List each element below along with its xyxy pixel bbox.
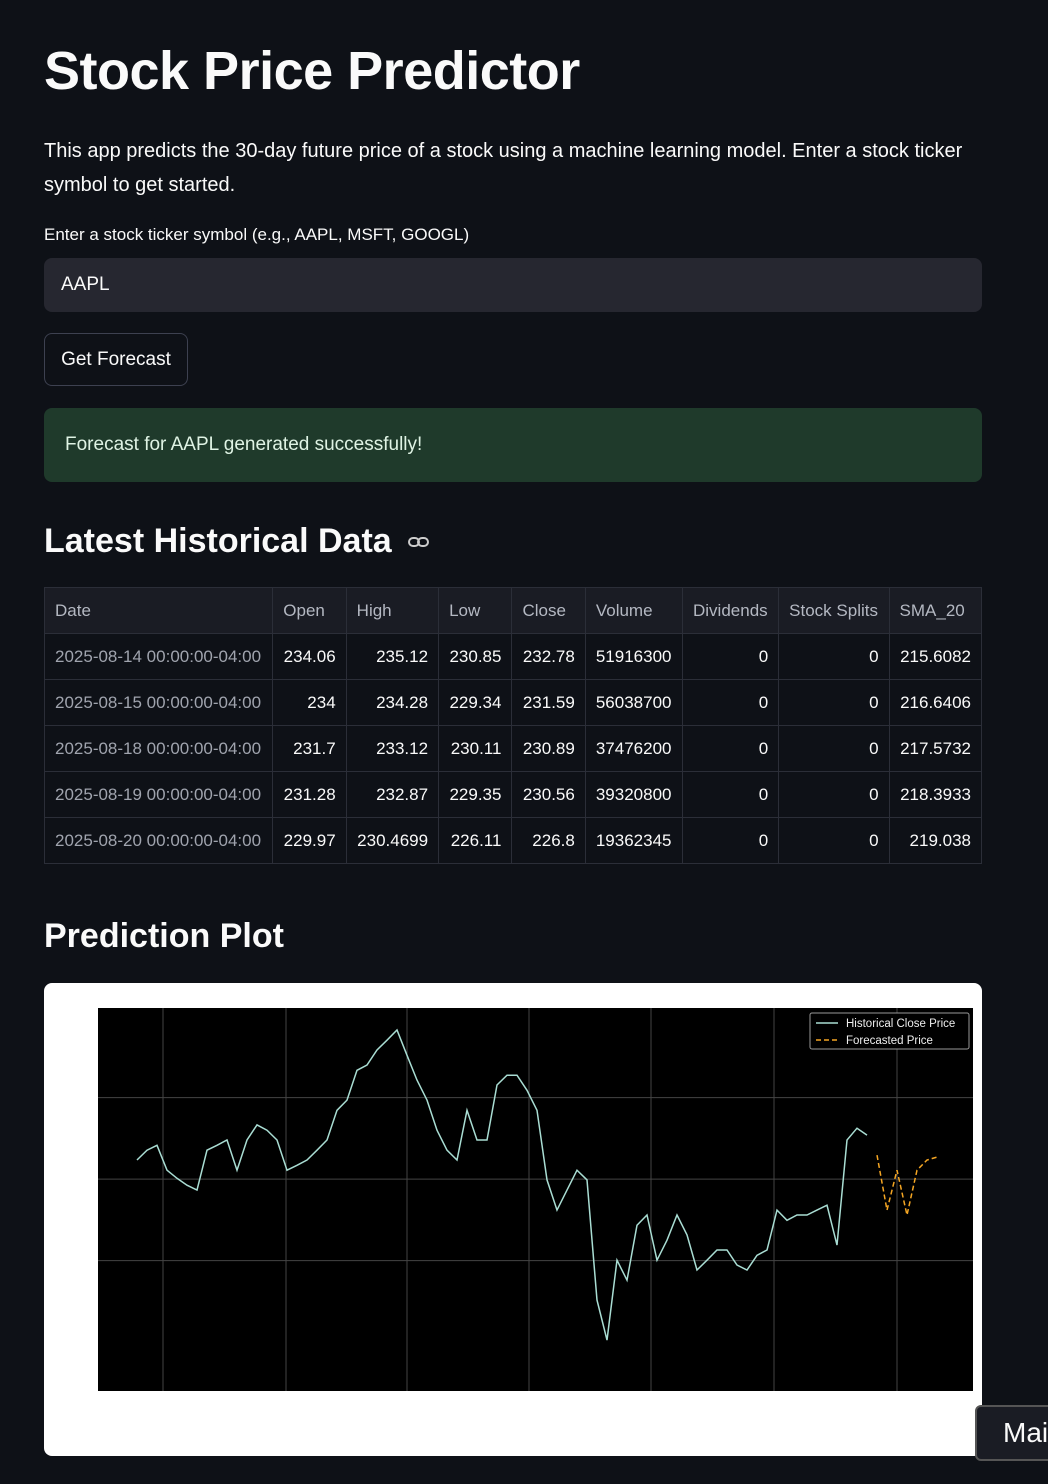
table-cell: 231.59	[511, 679, 586, 726]
table-cell: 0	[778, 679, 890, 726]
data-table: Date Open High Low Close Volume Dividends Stock…	[43, 587, 983, 864]
table-cell: 0	[778, 633, 890, 680]
column-header: Close	[511, 587, 586, 634]
table-cell: 37476200	[584, 725, 684, 772]
table-cell: 0	[681, 725, 780, 772]
column-header: SMA_20	[888, 587, 983, 634]
table-cell: 2025-08-19 00:00:00-04:00	[43, 771, 274, 818]
table-cell: 235.12	[345, 633, 440, 680]
column-header: Stock Splits	[778, 587, 890, 634]
table-cell: 230.11	[438, 725, 513, 772]
table-cell: 226.8	[511, 817, 586, 864]
table-cell: 229.34	[438, 679, 513, 726]
table-row: 2025-08-14 00:00:00-04:00 234.06 235.12 230…	[43, 633, 983, 680]
plot-container: Historical Close Price Forecasted Price	[44, 983, 982, 1456]
ticker-input[interactable]: AAPL	[44, 258, 982, 312]
forecast-button[interactable]: Get Forecast	[44, 333, 188, 386]
table-cell: 0	[681, 633, 780, 680]
table-cell: 231.7	[272, 725, 347, 772]
table-cell: 232.78	[511, 633, 586, 680]
table-cell: 230.85	[438, 633, 513, 680]
table-cell: 230.89	[511, 725, 586, 772]
table-cell: 217.5732	[888, 725, 983, 772]
table-cell: 0	[681, 771, 780, 818]
plot-heading: Prediction Plot	[44, 917, 284, 955]
table-cell: 229.97	[272, 817, 347, 864]
table-cell: 2025-08-15 00:00:00-04:00	[43, 679, 274, 726]
heading-text: Latest Historical Data	[44, 522, 392, 560]
legend-box	[809, 1012, 970, 1050]
description: This app predicts the 30-day future pric…	[44, 140, 963, 196]
app-title: Stock Price Predictor	[44, 41, 580, 101]
table-cell: 0	[681, 679, 780, 726]
column-header: Volume	[584, 587, 684, 634]
table-row: 2025-08-20 00:00:00-04:00 229.97 230.4699 2…	[43, 817, 983, 864]
table-cell: 233.12	[345, 725, 440, 772]
success-alert: Forecast for AAPL generated successfully…	[44, 408, 982, 482]
section-heading: Latest Historical Data	[44, 522, 431, 561]
table-cell: 0	[778, 817, 890, 864]
table-cell: 229.35	[438, 771, 513, 818]
table-cell: 0	[778, 725, 890, 772]
table-cell: 232.87	[345, 771, 440, 818]
table-cell: 51916300	[584, 633, 684, 680]
legend-label: Historical Close Price	[846, 1018, 955, 1030]
table-cell: 226.11	[438, 817, 513, 864]
chart: Historical Close Price Forecasted Price	[98, 1008, 973, 1391]
x-grid	[162, 1008, 898, 1391]
table-cell: 218.3933	[888, 771, 983, 818]
table-cell: 234.06	[272, 633, 347, 680]
table-cell: 2025-08-14 00:00:00-04:00	[43, 633, 274, 680]
table-cell: 2025-08-18 00:00:00-04:00	[43, 725, 274, 772]
column-header: Open	[272, 587, 347, 634]
column-header: High	[345, 587, 440, 634]
column-header: Low	[438, 587, 513, 634]
table-cell: 215.6082	[888, 633, 983, 680]
table-cell: 2025-08-20 00:00:00-04:00	[43, 817, 274, 864]
table-cell: 0	[681, 817, 780, 864]
table-cell: 56038700	[584, 679, 684, 726]
table-cell: 219.038	[888, 817, 983, 864]
table-cell: 39320800	[584, 771, 684, 818]
table-row: 2025-08-19 00:00:00-04:00 231.28 232.87 229…	[43, 771, 983, 818]
table-row: 2025-08-18 00:00:00-04:00 231.7 233.12 230.…	[43, 725, 983, 772]
table-cell: 216.6406	[888, 679, 983, 726]
column-header: Date	[43, 587, 274, 634]
table-row: 2025-08-15 00:00:00-04:00 234 234.28 229.34…	[43, 679, 983, 726]
series-line	[136, 1028, 868, 1341]
table-cell: 0	[778, 771, 890, 818]
tooltip: Mai	[975, 1405, 1048, 1461]
link-icon[interactable]	[407, 532, 431, 552]
plot-area	[98, 1008, 973, 1391]
legend-label: Forecasted Price	[846, 1035, 933, 1047]
series-line	[876, 1154, 938, 1216]
table-cell: 234.28	[345, 679, 440, 726]
input-label: Enter a stock ticker symbol (e.g., AAPL,…	[44, 225, 470, 244]
table-cell: 19362345	[584, 817, 684, 864]
table-cell: 234	[272, 679, 347, 726]
column-header: Dividends	[681, 587, 780, 634]
table-cell: 231.28	[272, 771, 347, 818]
table-cell: 230.56	[511, 771, 586, 818]
table-cell: 230.4699	[345, 817, 440, 864]
